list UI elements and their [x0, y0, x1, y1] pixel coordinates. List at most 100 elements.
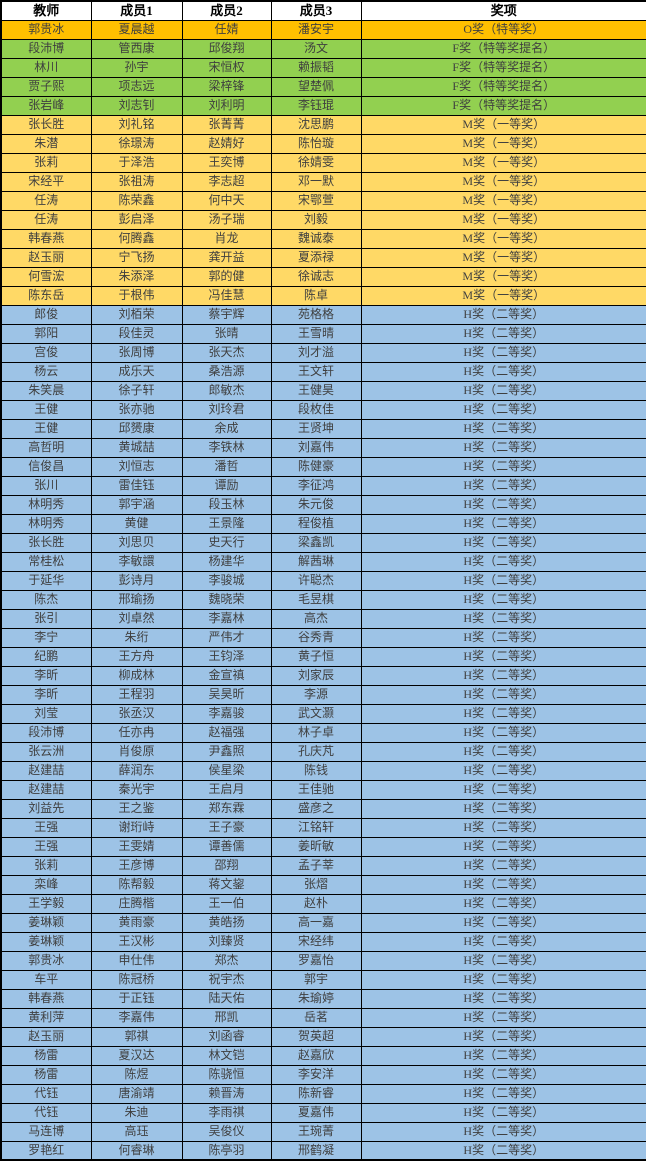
cell-member1[interactable]: 王方舟 — [90, 646, 183, 667]
cell-award[interactable]: H奖（二等奖） — [360, 760, 646, 781]
cell-member1[interactable]: 张亦驰 — [90, 399, 183, 420]
cell-member3[interactable]: 郭宇 — [270, 969, 362, 990]
cell-award[interactable]: H奖（二等奖） — [360, 361, 646, 382]
cell-member2[interactable]: 祝宇杰 — [181, 969, 272, 990]
cell-member3[interactable]: 张熠 — [270, 874, 362, 895]
cell-teacher[interactable]: 栾峰 — [0, 874, 92, 895]
cell-member1[interactable]: 刘志钊 — [90, 95, 183, 116]
cell-member1[interactable]: 朱绗 — [90, 627, 183, 648]
cell-award[interactable]: H奖（二等奖） — [360, 475, 646, 496]
cell-award[interactable]: M奖（一等奖） — [360, 209, 646, 230]
cell-member2[interactable]: 蔡宇辉 — [181, 304, 272, 325]
cell-teacher[interactable]: 张长胜 — [0, 114, 92, 135]
cell-member3[interactable]: 江铭轩 — [270, 817, 362, 838]
cell-member2[interactable]: 王钧泽 — [181, 646, 272, 667]
cell-award[interactable]: H奖（二等奖） — [360, 456, 646, 477]
cell-member1[interactable]: 何睿琳 — [90, 1140, 183, 1161]
cell-teacher[interactable]: 宋经平 — [0, 171, 92, 192]
cell-teacher[interactable]: 刘莹 — [0, 703, 92, 724]
cell-award[interactable]: H奖（二等奖） — [360, 969, 646, 990]
cell-member1[interactable]: 雷佳钰 — [90, 475, 183, 496]
cell-teacher[interactable]: 朱潜 — [0, 133, 92, 154]
cell-member3[interactable]: 夏嘉伟 — [270, 1102, 362, 1123]
cell-member2[interactable]: 王启月 — [181, 779, 272, 800]
cell-member1[interactable]: 夏汉达 — [90, 1045, 183, 1066]
cell-award[interactable]: H奖（二等奖） — [360, 1102, 646, 1123]
cell-member3[interactable]: 武文灏 — [270, 703, 362, 724]
cell-award[interactable]: H奖（二等奖） — [360, 817, 646, 838]
cell-member1[interactable]: 何腾鑫 — [90, 228, 183, 249]
cell-member3[interactable]: 陈健豪 — [270, 456, 362, 477]
cell-member2[interactable]: 梁梓锋 — [181, 76, 272, 97]
cell-teacher[interactable]: 纪鹏 — [0, 646, 92, 667]
cell-award[interactable]: H奖（二等奖） — [360, 494, 646, 515]
cell-member2[interactable]: 黄皓扬 — [181, 912, 272, 933]
cell-teacher[interactable]: 王强 — [0, 817, 92, 838]
cell-member1[interactable]: 黄健 — [90, 513, 183, 534]
cell-award[interactable]: H奖（二等奖） — [360, 1064, 646, 1085]
cell-award[interactable]: H奖（二等奖） — [360, 589, 646, 610]
cell-member2[interactable]: 严伟才 — [181, 627, 272, 648]
cell-teacher[interactable]: 杨雷 — [0, 1064, 92, 1085]
cell-member1[interactable]: 徐子轩 — [90, 380, 183, 401]
cell-member2[interactable]: 何中天 — [181, 190, 272, 211]
cell-teacher[interactable]: 郭阳 — [0, 323, 92, 344]
cell-member2[interactable]: 吴俊仪 — [181, 1121, 272, 1142]
cell-member1[interactable]: 王汉彬 — [90, 931, 183, 952]
cell-award[interactable]: H奖（二等奖） — [360, 1140, 646, 1161]
cell-member3[interactable]: 潘安宇 — [270, 19, 362, 40]
cell-member1[interactable]: 秦光宇 — [90, 779, 183, 800]
cell-member1[interactable]: 邱赟康 — [90, 418, 183, 439]
cell-member2[interactable]: 金宣禛 — [181, 665, 272, 686]
cell-member1[interactable]: 郭宇涵 — [90, 494, 183, 515]
cell-member2[interactable]: 侯星梁 — [181, 760, 272, 781]
cell-member3[interactable]: 王佳驰 — [270, 779, 362, 800]
cell-teacher[interactable]: 张莉 — [0, 152, 92, 173]
cell-member2[interactable]: 任婧 — [181, 19, 272, 40]
cell-member2[interactable]: 李骏城 — [181, 570, 272, 591]
cell-member3[interactable]: 邓一默 — [270, 171, 362, 192]
cell-member1[interactable]: 李嘉伟 — [90, 1007, 183, 1028]
cell-award[interactable]: F奖（特等奖提名） — [360, 76, 646, 97]
cell-member1[interactable]: 管西康 — [90, 38, 183, 59]
cell-award[interactable]: F奖（特等奖提名） — [360, 57, 646, 78]
cell-award[interactable]: H奖（二等奖） — [360, 741, 646, 762]
cell-award[interactable]: H奖（二等奖） — [360, 513, 646, 534]
cell-member1[interactable]: 徐璟涛 — [90, 133, 183, 154]
cell-award[interactable]: H奖（二等奖） — [360, 570, 646, 591]
cell-member1[interactable]: 邢瑜扬 — [90, 589, 183, 610]
cell-teacher[interactable]: 罗艳红 — [0, 1140, 92, 1161]
cell-member3[interactable]: 李安洋 — [270, 1064, 362, 1085]
cell-teacher[interactable]: 朱笑晨 — [0, 380, 92, 401]
cell-teacher[interactable]: 王学毅 — [0, 893, 92, 914]
cell-member2[interactable]: 李嘉骏 — [181, 703, 272, 724]
cell-award[interactable]: M奖（一等奖） — [360, 133, 646, 154]
cell-member2[interactable]: 林文铠 — [181, 1045, 272, 1066]
cell-award[interactable]: M奖（一等奖） — [360, 114, 646, 135]
cell-member2[interactable]: 王奕博 — [181, 152, 272, 173]
cell-member1[interactable]: 刘礼铭 — [90, 114, 183, 135]
cell-member1[interactable]: 王彦博 — [90, 855, 183, 876]
cell-award[interactable]: M奖（一等奖） — [360, 266, 646, 287]
cell-award[interactable]: H奖（二等奖） — [360, 1083, 646, 1104]
cell-award[interactable]: H奖（二等奖） — [360, 627, 646, 648]
cell-member3[interactable]: 谷秀青 — [270, 627, 362, 648]
cell-member1[interactable]: 彭启泽 — [90, 209, 183, 230]
cell-member2[interactable]: 刘臻贤 — [181, 931, 272, 952]
cell-member1[interactable]: 张丞汉 — [90, 703, 183, 724]
cell-member2[interactable]: 赵福强 — [181, 722, 272, 743]
cell-member2[interactable]: 王一伯 — [181, 893, 272, 914]
cell-teacher[interactable]: 何雪浤 — [0, 266, 92, 287]
cell-teacher[interactable]: 马连博 — [0, 1121, 92, 1142]
cell-member3[interactable]: 夏添禄 — [270, 247, 362, 268]
column-header-member1[interactable]: 成员1 — [90, 0, 183, 21]
cell-member2[interactable]: 邢凯 — [181, 1007, 272, 1028]
cell-member2[interactable]: 段玉林 — [181, 494, 272, 515]
cell-member1[interactable]: 薛润东 — [90, 760, 183, 781]
cell-member3[interactable]: 林子卓 — [270, 722, 362, 743]
cell-award[interactable]: H奖（二等奖） — [360, 950, 646, 971]
cell-teacher[interactable]: 郭贵冰 — [0, 950, 92, 971]
cell-teacher[interactable]: 宫俊 — [0, 342, 92, 363]
cell-teacher[interactable]: 贾子熙 — [0, 76, 92, 97]
cell-member3[interactable]: 赵嘉欣 — [270, 1045, 362, 1066]
